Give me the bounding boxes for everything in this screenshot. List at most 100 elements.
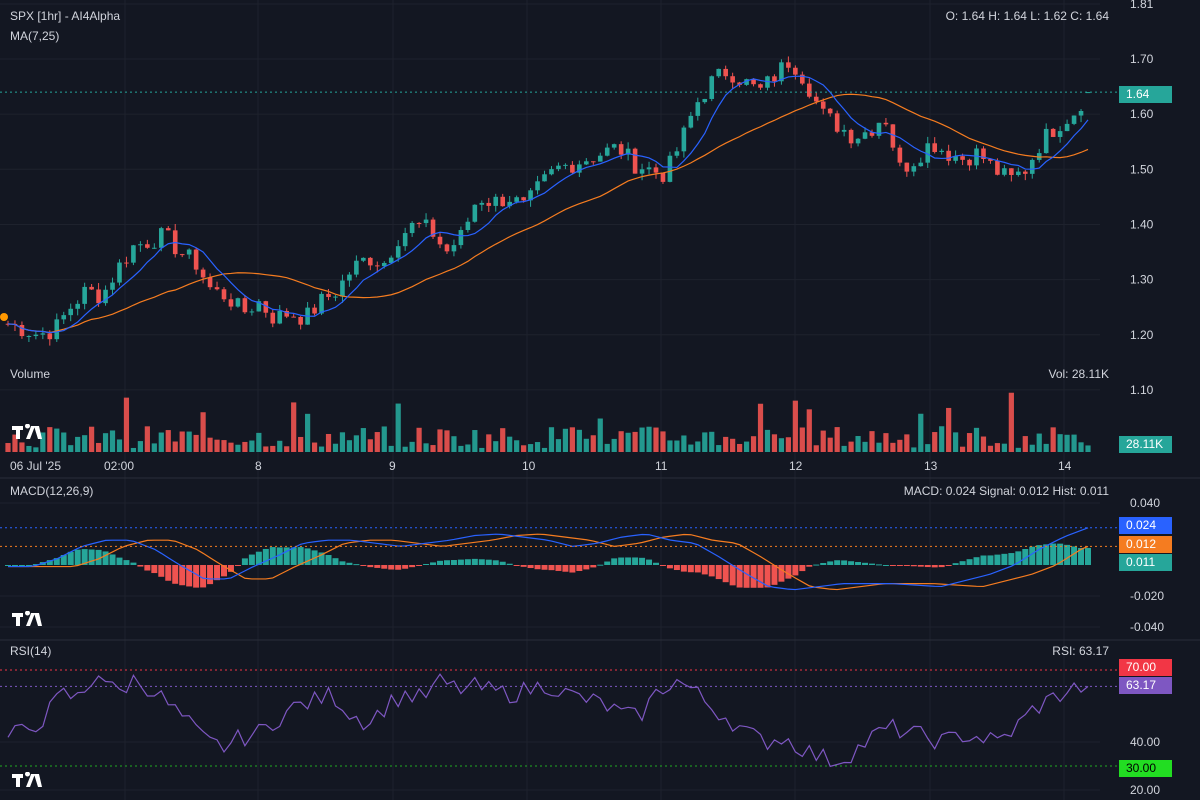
candle-body [472, 204, 478, 222]
macd-histogram-bar [848, 561, 855, 565]
volume-bar [423, 443, 429, 452]
volume-bar [862, 441, 868, 452]
macd-histogram-bar [882, 565, 889, 566]
volume-bar [604, 443, 610, 452]
macd-histogram-bar [869, 563, 875, 565]
price-pane[interactable] [0, 56, 1118, 346]
candle-body [953, 156, 958, 161]
macd-histogram-bar [318, 552, 325, 565]
time-tick-label: 13 [924, 459, 938, 473]
macd-histogram-bar [987, 555, 994, 565]
candle-body [632, 148, 638, 174]
candle-body [33, 334, 39, 337]
volume-bar [500, 428, 506, 452]
macd-histogram-bar [680, 565, 687, 572]
time-tick-label: 02:00 [104, 459, 134, 473]
candle-body [570, 164, 575, 173]
macd-histogram-bar [1085, 547, 1091, 565]
macd-histogram-bar [95, 549, 102, 565]
candle-body [709, 76, 715, 99]
candle-body [862, 132, 868, 139]
macd-histogram-bar [402, 565, 409, 569]
macd-histogram-bar [151, 565, 158, 574]
macd-histogram-bar [339, 561, 346, 565]
candle-body [758, 84, 763, 88]
macd-histogram-bar [764, 565, 771, 588]
candle-body [47, 333, 53, 340]
volume-bar [987, 445, 994, 452]
macd-histogram-bar [1078, 547, 1085, 565]
price-tick-label: 1.60 [1130, 107, 1154, 121]
time-tick-label: 14 [1058, 459, 1072, 473]
macd-histogram-bar [618, 557, 625, 565]
macd-histogram-bar [241, 558, 248, 565]
macd-histogram-bar [255, 551, 262, 565]
rsi-readout: RSI: 63.17 [1052, 644, 1109, 658]
candle-body [848, 129, 854, 144]
candle-body [974, 148, 979, 166]
volume-bar [263, 446, 269, 452]
macd-histogram-bar [924, 565, 931, 568]
macd-histogram-bar [381, 565, 388, 569]
macd-pane[interactable] [0, 527, 1118, 591]
candle-body [152, 247, 157, 249]
volume-bar [193, 434, 199, 452]
candle-body [639, 169, 645, 174]
volume-bar [674, 440, 680, 452]
macd-histogram-bar [423, 563, 430, 565]
candle-body [584, 161, 589, 165]
candle-body [960, 156, 965, 160]
volume-pane[interactable] [5, 392, 1091, 452]
volume-bar [144, 426, 150, 452]
candle-body [660, 172, 666, 182]
macd-histogram-bar [778, 565, 785, 582]
candle-body [402, 233, 408, 247]
macd-histogram-bar [1022, 548, 1029, 565]
volume-bar [918, 413, 924, 452]
price-tick-label: 1.81 [1130, 0, 1154, 11]
macd-histogram-bar [562, 565, 569, 572]
macd-histogram-bar [492, 560, 499, 565]
volume-bar [305, 413, 311, 452]
volume-bar [235, 444, 241, 452]
macd-histogram-bar [548, 565, 555, 571]
macd-histogram-bar [374, 565, 381, 568]
rsi-label: RSI(14) [10, 644, 52, 658]
volume-bar [33, 447, 39, 452]
macd-histogram-bar [325, 555, 332, 565]
candle-body [911, 166, 917, 172]
macd-histogram-bar [353, 564, 360, 566]
ma25-line [7, 93, 1089, 334]
volume-bar [953, 432, 959, 452]
candle-body [235, 298, 241, 307]
macd-histogram-bar [1043, 544, 1050, 565]
volume-bar [869, 431, 875, 452]
candle-body [604, 147, 610, 156]
candle-body [284, 310, 290, 317]
candle-body [723, 68, 728, 77]
macd-histogram-bar [506, 563, 513, 565]
ma-legend: MA(7,25) [10, 29, 60, 43]
candle-body [277, 310, 283, 324]
candle-body [904, 162, 910, 172]
candle-body [549, 169, 554, 175]
macd-histogram-bar [499, 561, 506, 565]
volume-bar [61, 432, 67, 452]
price-tick-label: 1.30 [1130, 273, 1154, 287]
macd-histogram-bar [903, 565, 910, 566]
volume-bar [402, 446, 408, 452]
candle-body [326, 293, 331, 297]
volume-bar [897, 439, 903, 452]
volume-bar [555, 439, 562, 452]
rsi-pane[interactable] [0, 669, 1118, 768]
candle-body [61, 315, 67, 320]
macd-histogram-bar [590, 565, 597, 568]
macd-histogram-bar [116, 557, 123, 565]
volume-bar [730, 438, 736, 452]
macd-histogram-bar [555, 565, 562, 571]
macd-histogram-bar [541, 565, 548, 570]
macd-histogram-bar [994, 554, 1001, 565]
volume-bar [966, 433, 973, 452]
